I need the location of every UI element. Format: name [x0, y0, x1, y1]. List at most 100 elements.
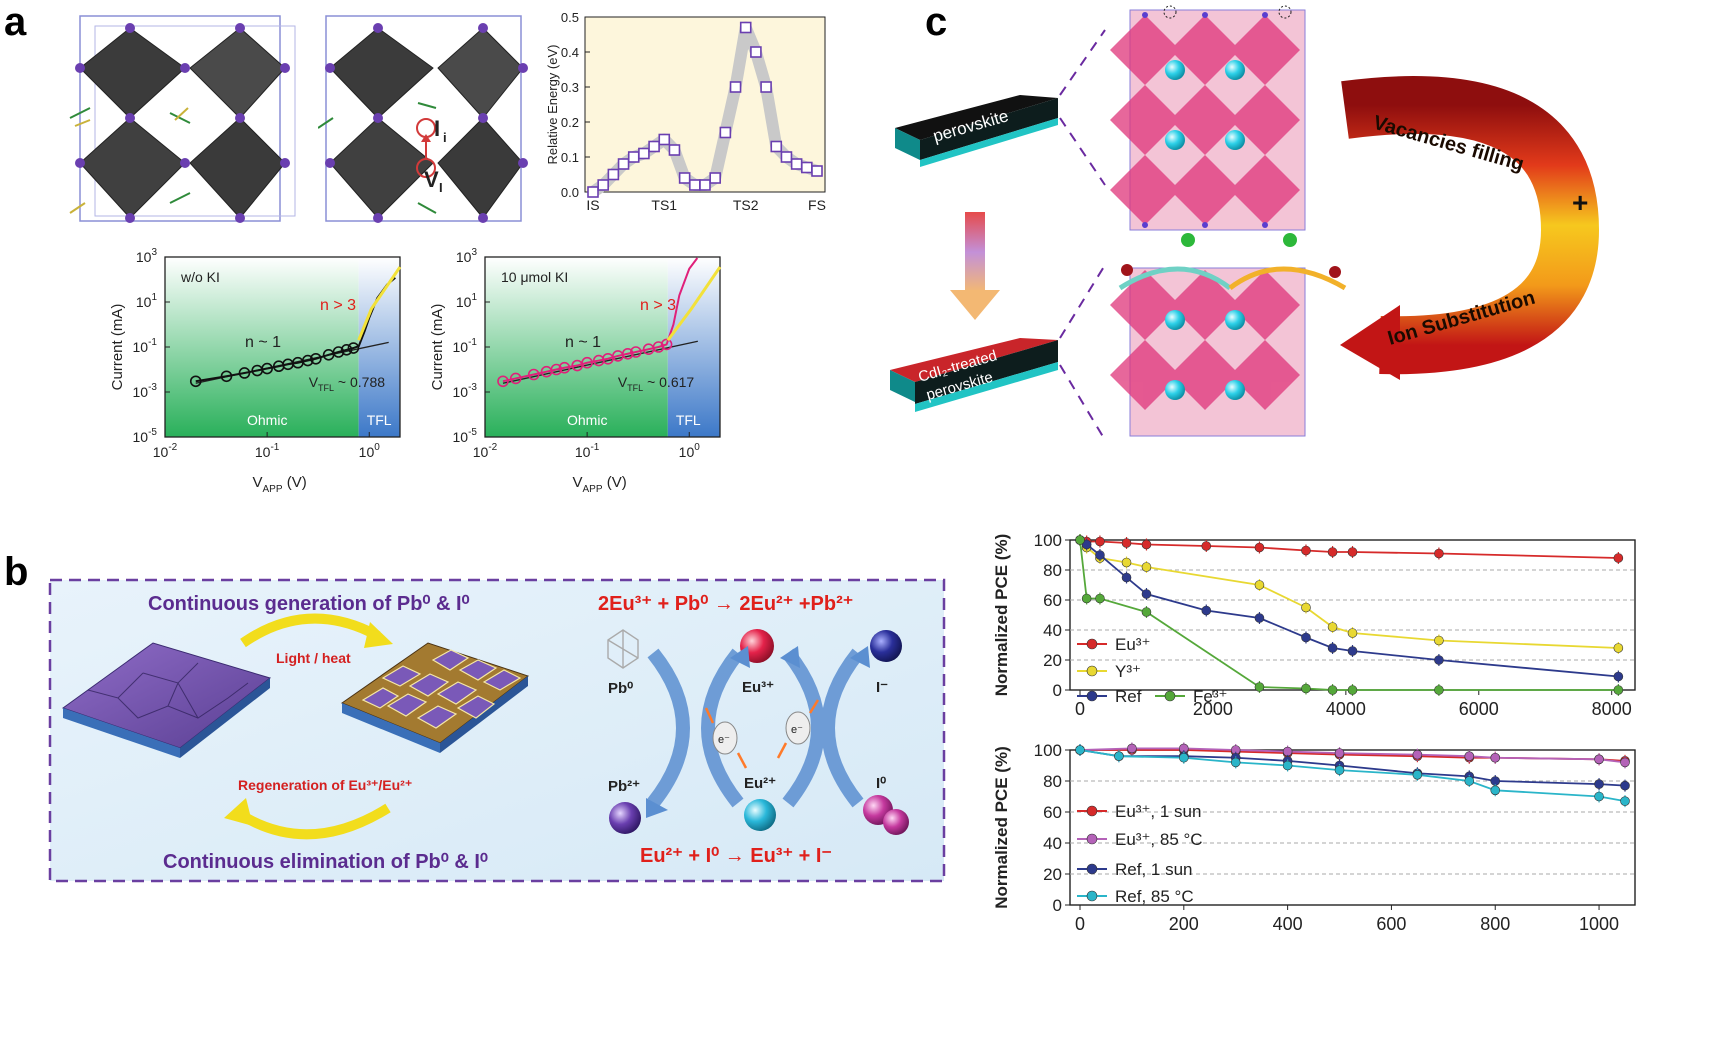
energy-point — [729, 81, 742, 93]
series-point — [1464, 776, 1475, 786]
legend-label: w/o KI — [180, 269, 220, 285]
x-tick-label: FS — [808, 197, 826, 213]
series-point — [1141, 589, 1152, 599]
energy-point — [678, 172, 691, 184]
y-tick-label: 0 — [1053, 681, 1062, 700]
iv-point — [497, 375, 509, 388]
ohmic-label: Ohmic — [247, 412, 287, 428]
lattice-pristine — [1110, 5, 1306, 231]
series-point — [1613, 685, 1624, 695]
series-point — [1127, 743, 1137, 754]
arc-plus: + — [1572, 187, 1588, 218]
energy-point — [801, 161, 813, 174]
energy-point — [719, 126, 732, 139]
iv-point — [509, 372, 522, 385]
y-tick-label: 0.3 — [561, 80, 579, 95]
interstitial-sub: i — [443, 130, 447, 145]
x-tick-label: 8000 — [1592, 699, 1632, 719]
series-point — [1301, 683, 1311, 694]
sclc-chart-with-ki: 10-5 10-3 10-1 101 103 10-2 10-1 100 10 μmol KI n… — [429, 247, 722, 495]
series-point — [1490, 776, 1501, 786]
svg-text:e⁻: e⁻ — [718, 734, 730, 746]
series-point — [1301, 632, 1311, 643]
series-point — [1095, 536, 1105, 547]
y-tick-label: 10-3 — [133, 382, 158, 400]
series-point — [1254, 613, 1265, 623]
arrow-label-regeneration: Regeneration of Eu³⁺/Eu²⁺ — [238, 777, 412, 793]
y-tick-label: 20 — [1043, 651, 1062, 670]
iv-point — [340, 344, 353, 356]
y-axis-label: Current (mA) — [429, 304, 446, 391]
series-point — [1201, 541, 1212, 551]
y-axis-label: Normalized PCE (%) — [992, 534, 1011, 696]
arrow-label-light-heat: Light / heat — [276, 650, 351, 666]
energy-point — [739, 21, 752, 34]
series-point — [1434, 685, 1444, 695]
equation-top: 2Eu³⁺ + Pb⁰ → 2Eu²⁺ +Pb²⁺ — [598, 593, 853, 615]
series-point — [1334, 765, 1345, 775]
electron-icon: e⁻ e⁻ — [712, 711, 811, 755]
y-tick-label: 0.1 — [561, 150, 579, 165]
iv-point — [550, 363, 563, 376]
y-tick-label: 10-3 — [453, 382, 478, 400]
species-i0: I⁰ — [876, 775, 886, 792]
y-tick-label: 0.5 — [561, 10, 579, 25]
panel-label-b: b — [4, 550, 29, 594]
x-tick-label: TS1 — [651, 197, 677, 213]
series-point — [1412, 749, 1423, 760]
series-point — [1490, 752, 1501, 763]
series-point — [1334, 748, 1345, 758]
x-tick-label: 10-1 — [255, 442, 280, 460]
energy-point — [607, 168, 620, 181]
series-point — [1613, 553, 1624, 563]
slope-label-tfl: n > 3 — [640, 297, 676, 314]
series-point — [1230, 757, 1241, 768]
x-tick-label: 0 — [1075, 914, 1085, 934]
panel-label-c: c — [925, 0, 948, 44]
y-tick-label: 10-5 — [453, 427, 478, 445]
vacancy-label: V — [424, 167, 439, 192]
crystal-structure-pristine — [69, 15, 296, 223]
legend-marker — [1086, 863, 1098, 875]
pce-stability-chart-top: 0 20 40 60 80 100 0 2000 4000 6000 8000 Eu³⁺ Y³⁺ Ref F… — [992, 531, 1636, 719]
slope-label-ohmic: n ~ 1 — [245, 334, 281, 351]
tfl-region — [667, 257, 720, 437]
y-tick-label: 100 — [1034, 741, 1062, 760]
series-point — [1594, 791, 1604, 802]
series-point — [1095, 593, 1105, 604]
ohmic-label: Ohmic — [567, 412, 607, 428]
x-tick-label: 800 — [1480, 914, 1510, 934]
series-point — [1282, 746, 1293, 757]
energy-point — [709, 172, 721, 184]
series-point — [1075, 535, 1085, 545]
y-tick-label: 101 — [136, 292, 158, 310]
series-point — [1075, 745, 1085, 755]
iv-point — [220, 370, 233, 383]
iv-point — [660, 338, 673, 351]
iv-point — [558, 361, 571, 374]
series-line — [1079, 539, 1619, 691]
legend-marker — [1086, 690, 1098, 702]
legend-label: 10 μmol KI — [501, 269, 568, 285]
energy-point — [648, 140, 660, 153]
series-point — [1081, 593, 1092, 604]
x-tick-label: 2000 — [1193, 699, 1233, 719]
series-point — [1490, 785, 1501, 796]
legend-marker — [1086, 890, 1098, 902]
series-point — [1613, 671, 1624, 682]
legend-label: Ref, 85 °C — [1115, 887, 1194, 906]
svg-text:e⁻: e⁻ — [791, 724, 803, 736]
panel-c-schematic: perovskite CdI₂-treated perovskite — [890, 5, 1600, 441]
series-point — [1327, 622, 1338, 632]
species-pb0: Pb⁰ — [608, 680, 633, 697]
x-tick-label: 200 — [1169, 914, 1199, 934]
title-elimination: Continuous elimination of Pb⁰ & I⁰ — [163, 851, 488, 873]
y-tick-label: 10-1 — [133, 337, 158, 355]
energy-point — [790, 158, 803, 170]
series-point — [1141, 607, 1152, 617]
energy-point — [668, 144, 681, 156]
series-point — [1301, 545, 1311, 556]
x-tick-label: 4000 — [1326, 699, 1366, 719]
x-tick-label: 100 — [359, 442, 381, 460]
series-point — [1620, 757, 1630, 768]
